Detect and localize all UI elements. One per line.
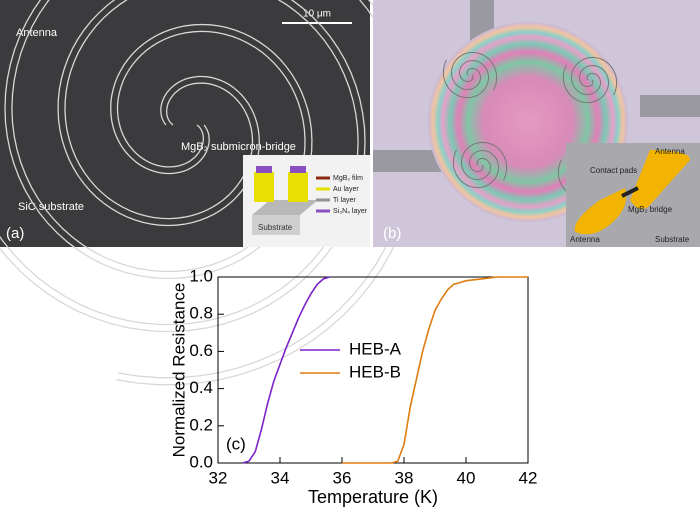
y-tick-label: 1.0 [189,266,213,285]
inset-sin [256,166,272,173]
spiral-arm [571,56,618,96]
inset-legend-label: MgB₂ film [333,175,363,182]
x-tick-label: 40 [457,468,476,487]
inset-antenna [574,188,627,235]
y-tick-label: 0.0 [189,452,213,471]
x-tick-label: 34 [271,468,290,487]
panel-label: (c) [226,434,246,453]
inset-substrate [252,200,318,215]
x-tick-label: 42 [519,468,538,487]
legend-label: HEB-A [349,339,402,358]
scale-label: 10 μm [303,9,331,20]
legend-label: HEB-B [349,362,401,381]
inset-legend-label: Au layer [333,186,359,193]
inset-antenna [630,150,690,209]
bridge-label: MgB₂ submicron-bridge [181,141,296,153]
inset-legend-label: Ti layer [333,197,356,204]
y-axis-label: Normalized Resistance [169,283,188,458]
spiral-arm [0,0,366,333]
inset-label: Substrate [655,235,690,244]
inset-substrate-label: Substrate [258,223,293,232]
y-tick-label: 0.4 [189,378,213,397]
spiral-arm [0,0,359,326]
data-line [342,276,528,464]
substrate-label: SiC substrate [18,201,84,213]
panel-label: (a) [6,225,24,242]
inset-pad [288,172,308,202]
y-tick-label: 0.2 [189,415,213,434]
y-tick-label: 0.8 [189,304,213,323]
x-axis-label: Temperature (K) [308,487,438,507]
y-tick-label: 0.6 [189,341,213,360]
inset-label: Contact pads [590,166,637,175]
spiral-arm [562,64,609,104]
spiral-arm [452,149,499,189]
spiral-arm [461,141,508,181]
panel-b: (b) Antenna Contact pads MgB₂ bridge Antenn… [373,0,700,247]
inset-substrate-front [252,215,300,235]
spiral-arm [442,59,489,99]
antenna-label: Antenna [16,27,58,39]
panel-c: Normalized Resistance Temperature (K) (c… [169,266,537,506]
spiral-arm [451,51,498,91]
inset-label: Antenna [570,235,600,244]
inset-label: MgB₂ bridge [628,205,673,214]
pad [640,95,700,117]
x-tick-label: 36 [333,468,352,487]
panel-a: 10 μm Antenna MgB₂ submicron-bridge SiC … [0,0,419,386]
panel-label: (b) [383,225,401,242]
inset-legend-label: Si₃N₄ layer [333,208,368,215]
inset-bridge [621,186,639,198]
data-line [242,276,330,464]
inset-sin [290,166,306,173]
inset-pad [254,172,274,202]
x-tick-label: 38 [395,468,414,487]
inset-label: Antenna [655,147,685,156]
x-tick-label: 32 [209,468,228,487]
pad [373,150,443,172]
